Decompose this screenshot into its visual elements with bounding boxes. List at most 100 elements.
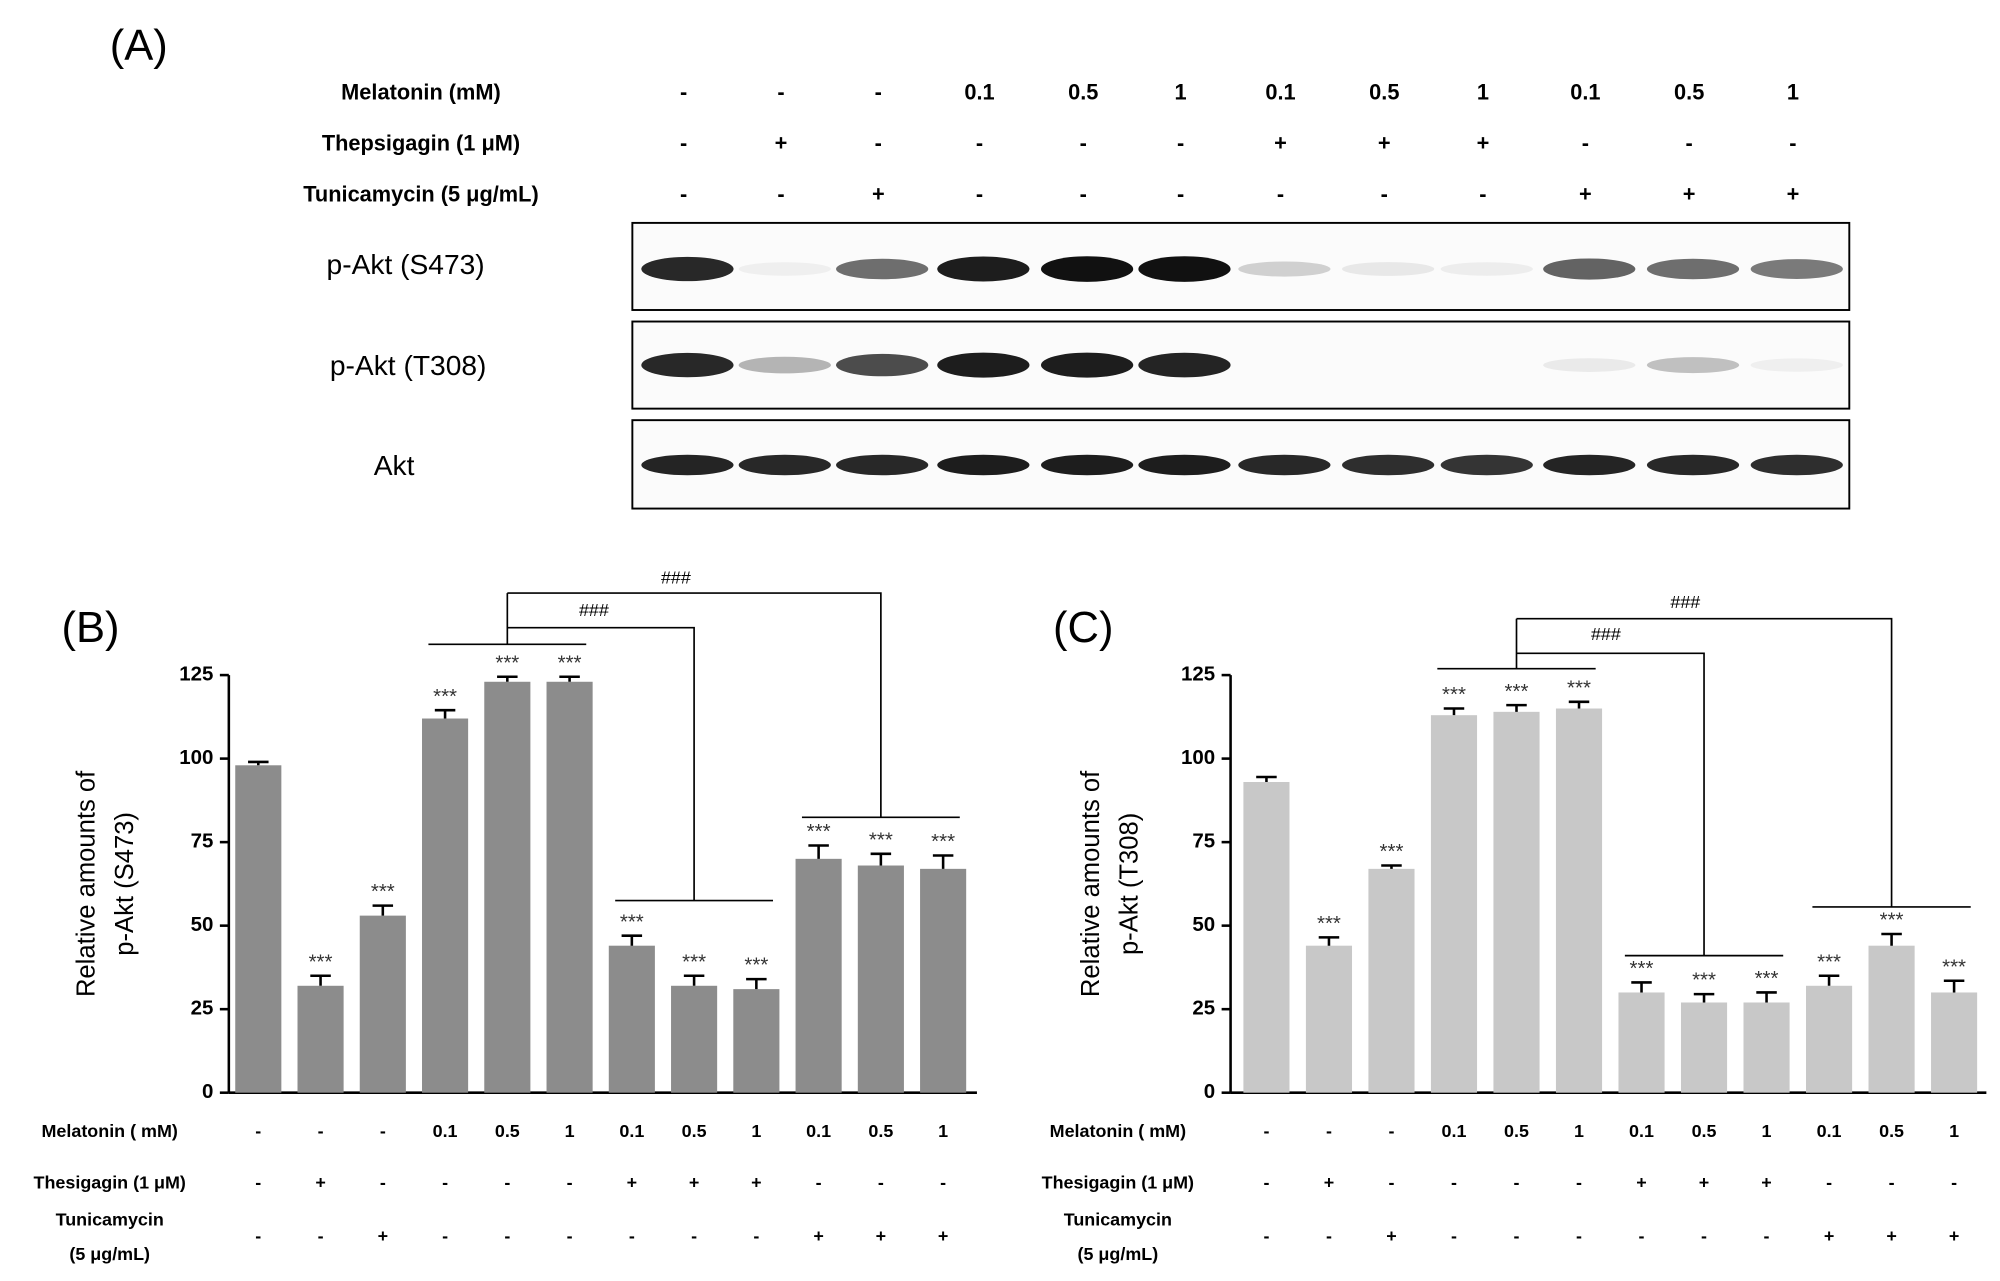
row-value: -: [777, 79, 784, 104]
bar: [484, 681, 531, 1093]
error-bar: [1443, 707, 1465, 716]
significance-label: ***: [1630, 957, 1654, 980]
row-value: -: [976, 182, 983, 207]
bar: [1493, 711, 1540, 1093]
significance-label: ***: [620, 910, 644, 933]
significance-label: ***: [807, 820, 831, 843]
error-bar: [1568, 700, 1590, 709]
treatment-value: 0.5: [1879, 1121, 1904, 1141]
row-value: 0.1: [1570, 79, 1600, 104]
significance-label: ***: [1505, 680, 1529, 703]
bar: [1368, 868, 1415, 1093]
treatment-value: -: [255, 1172, 261, 1192]
panel-label: (B): [61, 604, 119, 652]
treatment-value: +: [938, 1226, 948, 1246]
row-value: -: [680, 182, 687, 207]
treatment-value: -: [1951, 1172, 1957, 1192]
blot-band: [641, 352, 734, 378]
treatment-value: +: [1699, 1172, 1709, 1192]
panel-label: (C): [1053, 604, 1113, 652]
treatment-value: 0.5: [495, 1121, 520, 1141]
treatment-value: +: [689, 1172, 699, 1192]
treatment-value: 0.1: [806, 1121, 831, 1141]
bracket: [507, 592, 882, 818]
bar: [1868, 945, 1915, 1093]
row-value: -: [1277, 182, 1284, 207]
treatment-value: -: [1326, 1121, 1332, 1141]
blot-band: [738, 454, 831, 476]
bar: [1430, 715, 1478, 1093]
row-value: -: [976, 131, 983, 156]
treatment-value: 1: [751, 1121, 761, 1141]
bar: [422, 718, 469, 1093]
bracket: [1516, 617, 1893, 907]
significance-label: ***: [495, 651, 519, 674]
bar: [920, 868, 967, 1093]
treatment-value: 1: [1949, 1121, 1959, 1141]
y-tick-label: 25: [1192, 997, 1215, 1020]
error-bar: [497, 675, 518, 682]
treatment-value: -: [1263, 1121, 1269, 1141]
significance-label: ***: [1317, 912, 1341, 935]
blot-band: [1138, 256, 1231, 282]
blot-band: [1750, 358, 1843, 372]
treatment-value: -: [1764, 1226, 1770, 1246]
blot-band: [1238, 454, 1331, 476]
western-blot: p-Akt (S473) p-Akt (T308) Akt: [327, 221, 1851, 510]
treatment-value: +: [1824, 1226, 1834, 1246]
treatment-value: +: [876, 1226, 886, 1246]
y-tick-label: 0: [202, 1080, 213, 1103]
significance-label: ***: [433, 685, 457, 708]
bar: [359, 915, 406, 1093]
blot-band: [937, 454, 1030, 476]
treatment-value: -: [816, 1172, 822, 1192]
bar: [1931, 992, 1978, 1093]
error-bar: [683, 974, 705, 986]
treatment-value: -: [442, 1226, 448, 1246]
treatment-value: -: [380, 1172, 386, 1192]
bar: [1243, 781, 1290, 1093]
y-axis-label: Relative amounts of: [1077, 770, 1105, 997]
blot-band: [641, 256, 734, 282]
treatment-value: -: [1514, 1226, 1520, 1246]
blot-band: [1440, 454, 1533, 476]
treatment-value: +: [1886, 1226, 1896, 1246]
blot-band: [1138, 352, 1231, 378]
error-bar: [310, 974, 331, 986]
row-value: +: [1274, 131, 1287, 156]
bar: [546, 681, 593, 1093]
row-value: -: [1080, 131, 1087, 156]
treatment-value: -: [567, 1226, 573, 1246]
row-value: 1: [1175, 79, 1187, 104]
error-bar: [372, 904, 394, 916]
treatment-value: -: [1514, 1172, 1520, 1192]
y-tick-label: 125: [1181, 662, 1215, 685]
significance-label: ***: [931, 830, 955, 853]
blot-band: [1040, 454, 1134, 476]
row-value: +: [872, 182, 885, 207]
row-value: 1: [1787, 79, 1799, 104]
treatment-label: Tunicamycin: [1064, 1210, 1172, 1230]
treatment-value: 1: [565, 1121, 575, 1141]
row-value: -: [1582, 131, 1589, 156]
treatment-value: -: [504, 1226, 510, 1246]
treatment-value: -: [1326, 1226, 1332, 1246]
error-bar: [1631, 981, 1652, 993]
y-tick-label: 100: [1181, 746, 1215, 769]
bar: [235, 765, 282, 1093]
treatment-value: 0.1: [433, 1121, 458, 1141]
blot-band: [836, 454, 929, 476]
bar: [671, 985, 718, 1093]
y-axis-label: Relative amounts of: [73, 770, 101, 997]
treatment-value: 0.1: [1629, 1121, 1654, 1141]
blot-band: [1750, 259, 1843, 279]
error-bar: [621, 934, 643, 946]
blot-label: p-Akt (T308): [330, 349, 487, 381]
treatment-value: +: [1386, 1226, 1396, 1246]
bar: [1305, 945, 1353, 1093]
significance-label: ***: [1755, 967, 1779, 990]
treatment-value: +: [813, 1226, 823, 1246]
blot-band: [937, 256, 1030, 282]
error-bar: [434, 708, 456, 719]
blot-band: [1138, 454, 1231, 476]
